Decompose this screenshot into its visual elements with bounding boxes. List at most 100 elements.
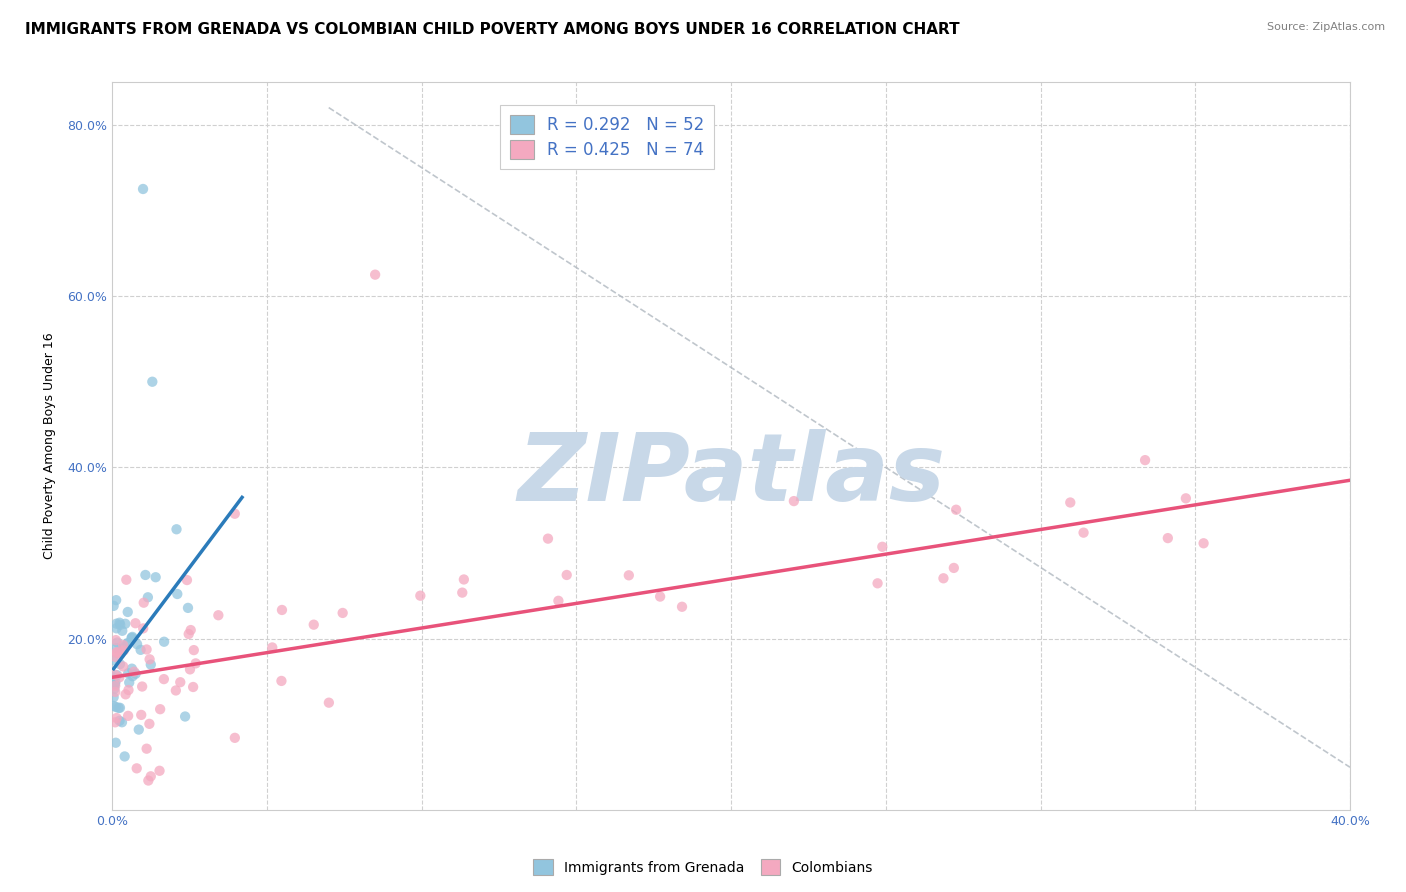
Point [783, 494, 806, 508]
Point [121, 631, 143, 645]
Point [129, 643, 152, 657]
Point [174, 709, 197, 723]
Point [138, 716, 160, 731]
Point [224, 507, 246, 521]
Point [124, 666, 146, 681]
Point [176, 573, 198, 587]
Point [145, 570, 167, 584]
Point [555, 568, 578, 582]
Point [181, 680, 204, 694]
Point [112, 640, 135, 655]
Point [183, 643, 205, 657]
Point [104, 700, 127, 714]
Point [103, 690, 125, 705]
Point [180, 623, 202, 637]
Point [138, 652, 160, 666]
Point [105, 621, 128, 635]
Point [112, 643, 135, 657]
Y-axis label: Child Poverty Among Boys Under 16: Child Poverty Among Boys Under 16 [44, 333, 56, 559]
Point [105, 593, 128, 607]
Point [104, 649, 127, 664]
Point [135, 741, 157, 756]
Point [364, 268, 387, 282]
Point [104, 685, 127, 699]
Point [112, 659, 135, 673]
Point [108, 617, 131, 632]
Point [224, 731, 246, 745]
Point [121, 669, 143, 683]
Point [104, 677, 127, 691]
Point [671, 599, 693, 614]
Point [105, 640, 128, 655]
Point [138, 773, 160, 788]
Point [105, 711, 128, 725]
Point [108, 657, 131, 672]
Point [136, 591, 159, 605]
Point [108, 615, 131, 630]
Point [207, 608, 229, 623]
Point [1174, 491, 1197, 506]
Point [128, 723, 150, 737]
Text: Source: ZipAtlas.com: Source: ZipAtlas.com [1267, 22, 1385, 32]
Point [153, 634, 176, 648]
Point [108, 700, 131, 714]
Point [945, 502, 967, 516]
Point [132, 596, 155, 610]
Point [547, 594, 569, 608]
Point [153, 672, 176, 686]
Point [132, 182, 155, 196]
Point [117, 709, 139, 723]
Point [141, 375, 163, 389]
Point [332, 606, 354, 620]
Point [451, 585, 474, 599]
Point [108, 714, 131, 728]
Point [114, 616, 136, 631]
Point [107, 701, 129, 715]
Point [104, 675, 127, 690]
Point [942, 561, 965, 575]
Point [104, 715, 127, 730]
Point [111, 624, 134, 638]
Point [177, 600, 200, 615]
Point [103, 653, 125, 667]
Point [121, 631, 143, 645]
Point [104, 736, 127, 750]
Point [112, 638, 135, 652]
Point [177, 627, 200, 641]
Point [453, 573, 475, 587]
Point [117, 666, 139, 681]
Point [131, 680, 153, 694]
Point [318, 696, 340, 710]
Point [537, 532, 560, 546]
Point [115, 573, 138, 587]
Point [104, 633, 127, 648]
Point [1059, 495, 1081, 509]
Point [104, 668, 127, 682]
Point [132, 621, 155, 635]
Point [105, 635, 128, 649]
Point [108, 670, 131, 684]
Point [104, 679, 127, 693]
Point [139, 769, 162, 783]
Point [1157, 531, 1180, 545]
Point [872, 540, 894, 554]
Legend: R = 0.292   N = 52, R = 0.425   N = 74: R = 0.292 N = 52, R = 0.425 N = 74 [501, 104, 714, 169]
Point [124, 616, 146, 631]
Point [262, 640, 284, 655]
Point [122, 665, 145, 679]
Point [103, 599, 125, 613]
Point [125, 761, 148, 775]
Point [117, 636, 139, 650]
Point [118, 675, 141, 690]
Point [114, 749, 136, 764]
Point [932, 571, 955, 585]
Point [103, 670, 125, 684]
Point [111, 715, 134, 730]
Text: ZIPatlas: ZIPatlas [517, 429, 945, 521]
Point [165, 683, 187, 698]
Point [271, 603, 294, 617]
Point [169, 675, 191, 690]
Point [148, 764, 170, 778]
Point [125, 637, 148, 651]
Point [166, 587, 188, 601]
